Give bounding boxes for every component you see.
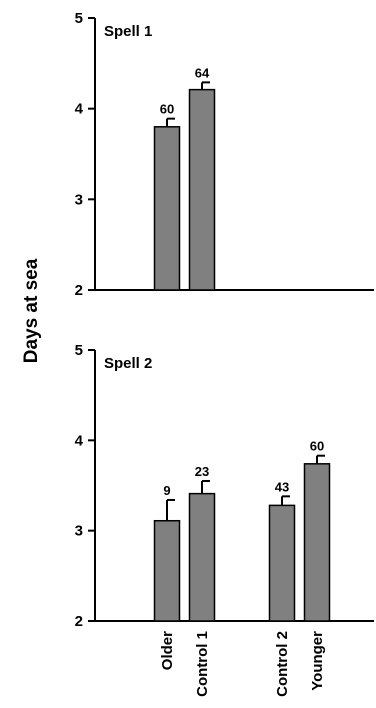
bar-younger bbox=[303, 463, 331, 622]
bar-older bbox=[153, 519, 181, 622]
panel-title: Spell 1 bbox=[104, 23, 152, 40]
y-tick-label: 2 bbox=[75, 613, 83, 630]
y-tick-label: 2 bbox=[75, 282, 83, 299]
category-label: Older bbox=[159, 631, 176, 670]
y-tick-label: 4 bbox=[75, 101, 84, 118]
panel-title: Spell 2 bbox=[104, 355, 152, 372]
y-tick-label: 5 bbox=[75, 10, 83, 27]
sample-size-label: 60 bbox=[160, 102, 174, 117]
y-tick-label: 3 bbox=[75, 191, 83, 208]
sample-size-label: 60 bbox=[310, 439, 324, 454]
bar-control-2 bbox=[268, 504, 296, 622]
category-labels: Older Control 1 Control 2 Younger bbox=[159, 631, 326, 697]
panel-1: 2 3 4 5 Spell 1 60 64 bbox=[75, 10, 374, 299]
sample-size-label: 64 bbox=[195, 65, 210, 80]
y-tick-label: 4 bbox=[75, 432, 84, 449]
sample-size-label: 9 bbox=[163, 483, 170, 498]
y-tick-label: 5 bbox=[75, 342, 83, 359]
sample-size-label: 23 bbox=[195, 464, 209, 479]
y-tick-label: 3 bbox=[75, 523, 83, 540]
category-label: Younger bbox=[309, 631, 326, 691]
category-label: Control 2 bbox=[274, 631, 291, 697]
bar-older bbox=[153, 126, 181, 291]
category-label: Control 1 bbox=[194, 631, 211, 697]
bar-control-1 bbox=[188, 88, 216, 291]
bar-control-1 bbox=[188, 492, 216, 622]
y-axis-label: Days at sea bbox=[21, 258, 42, 363]
sample-size-label: 43 bbox=[275, 479, 289, 494]
